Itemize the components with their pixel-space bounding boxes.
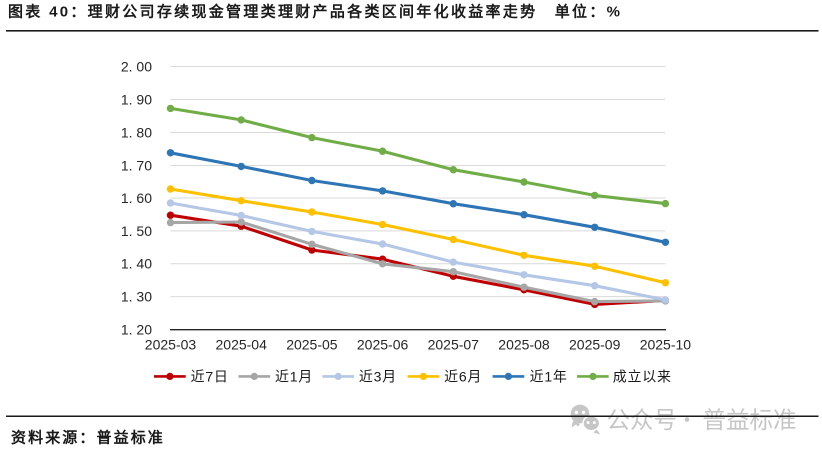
svg-text:2. 00: 2. 00: [121, 59, 152, 75]
svg-text:近7日: 近7日: [191, 369, 229, 385]
svg-text:2025-03: 2025-03: [145, 337, 197, 353]
svg-text:资料来源：普益标准: 资料来源：普益标准: [11, 429, 165, 447]
svg-text:近1年: 近1年: [530, 369, 568, 385]
svg-text:2025-05: 2025-05: [286, 337, 338, 353]
svg-text:1. 60: 1. 60: [121, 190, 152, 206]
svg-text:近6月: 近6月: [444, 369, 482, 385]
svg-text:1. 50: 1. 50: [121, 223, 152, 239]
svg-text:2025-06: 2025-06: [357, 337, 409, 353]
svg-text:近3月: 近3月: [359, 369, 397, 385]
svg-text:图表 40：理财公司存续现金管理类理财产品各类区间年化收益: 图表 40：理财公司存续现金管理类理财产品各类区间年化收益率走势 单位：%: [8, 3, 622, 21]
svg-text:成立以来: 成立以来: [613, 369, 672, 385]
svg-text:1. 90: 1. 90: [121, 92, 152, 108]
svg-text:2025-08: 2025-08: [498, 337, 550, 353]
svg-text:2025-04: 2025-04: [216, 337, 268, 353]
svg-text:1. 80: 1. 80: [121, 125, 152, 141]
svg-text:2025-10: 2025-10: [640, 337, 692, 353]
svg-text:1. 30: 1. 30: [121, 289, 152, 305]
svg-text:公众号: 公众号: [607, 407, 678, 433]
svg-text:1. 20: 1. 20: [121, 322, 152, 338]
svg-text:1. 70: 1. 70: [121, 158, 152, 174]
svg-text:普益标准: 普益标准: [703, 407, 797, 433]
svg-text:2025-09: 2025-09: [569, 337, 621, 353]
svg-text:2025-07: 2025-07: [428, 337, 480, 353]
svg-text:1. 40: 1. 40: [121, 256, 152, 272]
svg-text:近1月: 近1月: [275, 369, 313, 385]
